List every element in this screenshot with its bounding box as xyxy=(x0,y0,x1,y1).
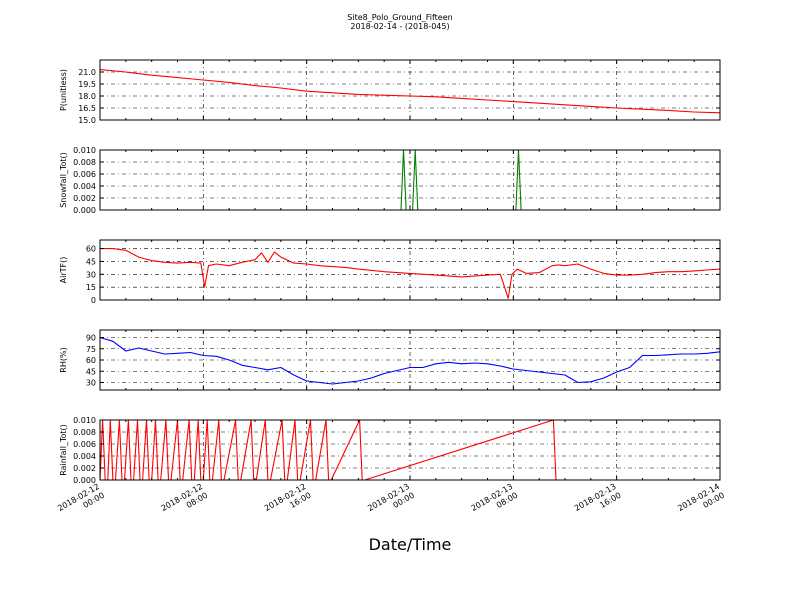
y-tick-label: 0.008 xyxy=(73,158,96,167)
y-tick-label: 0.008 xyxy=(73,428,96,437)
y-tick-label: 15.0 xyxy=(78,116,96,125)
x-tick-label: 2018-02-1216:00 xyxy=(263,482,313,522)
x-tick-label: 2018-02-1300:00 xyxy=(366,482,416,522)
y-tick-label: 0.002 xyxy=(73,194,96,203)
y-tick-label: 30 xyxy=(86,270,96,279)
y-tick-label: 90 xyxy=(86,334,96,343)
y-tick-label: 18.0 xyxy=(78,92,96,101)
series-line xyxy=(100,248,721,299)
x-axis-label: Date/Time xyxy=(369,535,452,554)
y-tick-label: 0.000 xyxy=(73,206,96,215)
x-tick-label: 2018-02-1400:00 xyxy=(676,482,726,522)
y-tick-label: 0.002 xyxy=(73,464,96,473)
y-tick-label: 0.004 xyxy=(73,452,96,461)
y-tick-label: 19.5 xyxy=(78,80,96,89)
x-tick-label: 2018-02-1316:00 xyxy=(573,482,623,522)
series-line xyxy=(99,336,721,385)
y-tick-label: 15 xyxy=(86,283,96,292)
panel-3: 0 15 30 45 60 AirTF() xyxy=(59,239,721,305)
series-line xyxy=(99,69,721,114)
y-tick-label: 45 xyxy=(86,257,96,266)
x-tick-label: 2018-02-1208:00 xyxy=(160,482,210,522)
panel-5: 0.000 0.002 0.004 0.006 0.008 0.010 Rainfall_T… xyxy=(59,416,721,485)
x-tick-label: 2018-02-1200:00 xyxy=(56,482,106,522)
y-tick-label: 0.006 xyxy=(73,440,96,449)
y-axis-label: Snowfall_Tot() xyxy=(59,152,68,208)
y-tick-label: 45 xyxy=(86,367,96,376)
y-tick-label: 16.5 xyxy=(78,104,96,113)
y-tick-label: 21.0 xyxy=(78,68,96,77)
y-tick-label: 0.000 xyxy=(73,476,96,485)
chart-subtitle: 2018-02-14 - (2018-045) xyxy=(350,22,449,31)
y-axis-label: RH(%) xyxy=(59,347,68,372)
y-tick-label: 0 xyxy=(91,296,96,305)
y-tick-label: 75 xyxy=(86,345,96,354)
y-axis-label: P(unitless) xyxy=(59,69,68,111)
y-tick-label: 0.010 xyxy=(73,146,96,155)
y-tick-label: 0.010 xyxy=(73,416,96,425)
y-axis-label: AirTF() xyxy=(59,257,68,284)
panel-2: 0.000 0.002 0.004 0.006 0.008 0.010 Snowfall_T… xyxy=(59,146,721,215)
panel-1: 15.0 16.5 18.0 19.5 21.0 P(unitless) xyxy=(59,59,721,125)
y-tick-label: 60 xyxy=(86,356,96,365)
y-tick-label: 60 xyxy=(86,245,96,254)
y-tick-label: 0.004 xyxy=(73,182,96,191)
y-tick-label: 0.006 xyxy=(73,170,96,179)
x-tick-label: 2018-02-1308:00 xyxy=(470,482,520,522)
chart-title: Site8_Polo_Ground_Fifteen xyxy=(347,13,452,22)
y-axis-label: Rainfall_Tot() xyxy=(59,424,68,476)
panel-4: 30 45 60 75 90 RH(%) xyxy=(59,329,721,391)
y-tick-label: 30 xyxy=(86,379,96,388)
